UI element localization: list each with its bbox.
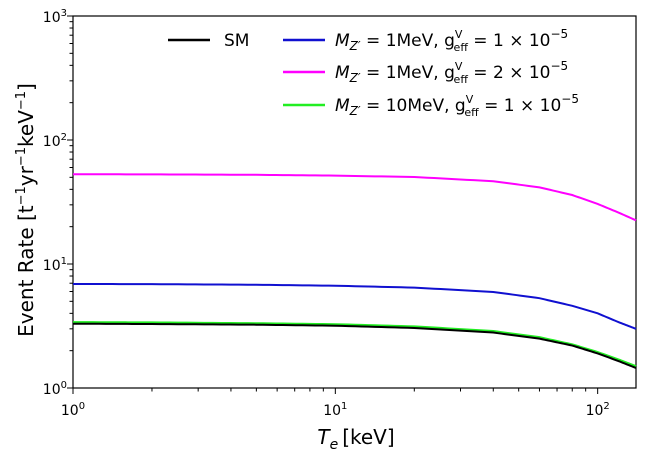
- series-line-mz10-g1: [72, 321, 637, 368]
- x-axis-label: Te [keV]: [317, 425, 394, 453]
- series-line-sm: [72, 322, 637, 369]
- series-line-mz1-g2: [72, 173, 637, 222]
- y-tick-label: 102: [43, 132, 67, 150]
- plot-area: [72, 15, 637, 389]
- legend-label-sm: SM: [224, 31, 249, 51]
- x-tick-label: 100: [61, 401, 85, 419]
- y-tick-labels: 100 101 102 103: [43, 8, 67, 398]
- legend: SM MZ′ = 1MeV, gV eff = 1 × 10−5 MZ′ = 1M…: [168, 27, 579, 119]
- y-tick-label: 101: [43, 256, 67, 274]
- y-tick-label: 100: [43, 380, 67, 398]
- legend-label-mz10-g1: MZ′ = 10MeV, gV eff = 1 × 10−5: [335, 92, 579, 119]
- x-tick-labels: 100 101 102: [61, 401, 610, 419]
- legend-label-mz1-g1: MZ′ = 1MeV, gV eff = 1 × 10−5: [335, 27, 568, 54]
- x-tick-label: 101: [323, 401, 347, 419]
- series-layer: [72, 173, 637, 369]
- x-tick-label: 102: [586, 401, 610, 419]
- y-axis-label: Event Rate [t−1yr−1keV−1]: [14, 83, 38, 337]
- y-tick-label: 103: [43, 8, 67, 26]
- series-line-mz1-g1: [72, 282, 637, 330]
- plot-frame: [72, 15, 637, 389]
- legend-label-mz1-g2: MZ′ = 1MeV, gV eff = 2 × 10−5: [335, 59, 568, 86]
- ticks-layer: [67, 15, 599, 394]
